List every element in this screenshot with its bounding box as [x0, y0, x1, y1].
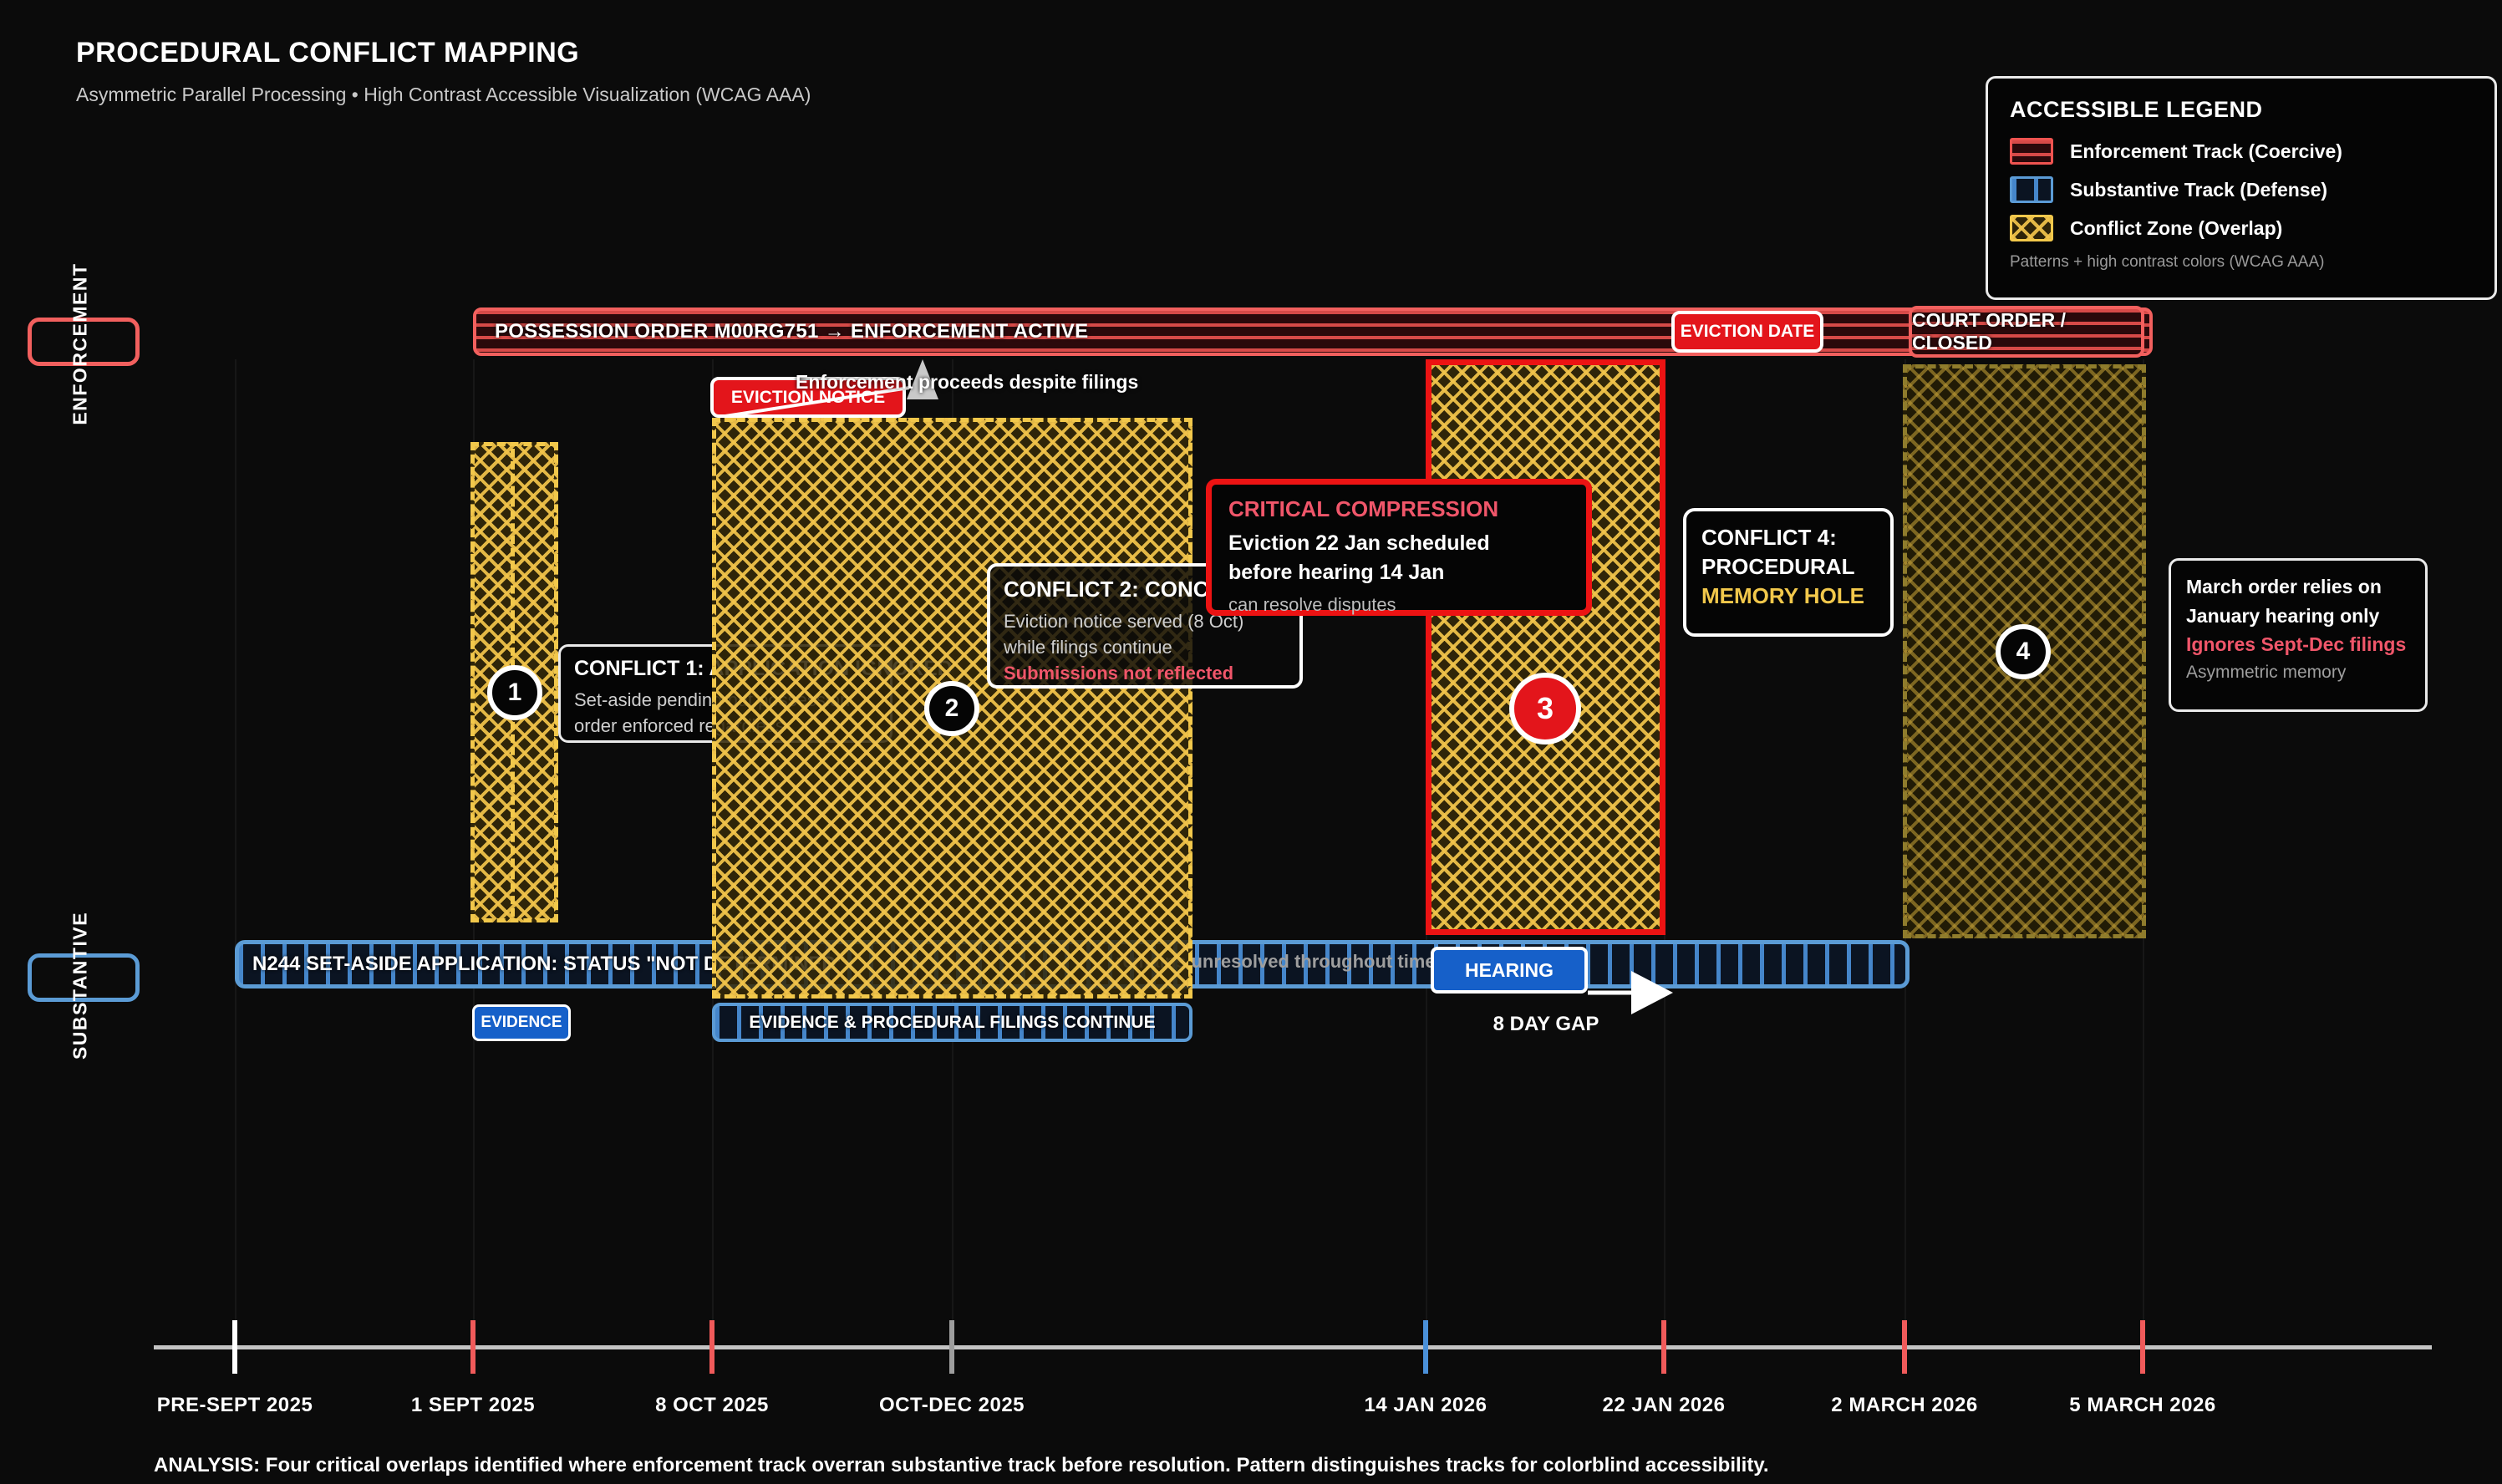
page-subtitle: Asymmetric Parallel Processing • High Co… — [76, 84, 811, 105]
filings-continue-label: EVIDENCE & PROCEDURAL FILINGS CONTINUE — [749, 1012, 1156, 1032]
timeline-tick — [1423, 1320, 1428, 1374]
accessible-legend: ACCESSIBLE LEGEND Enforcement Track (Coe… — [1986, 76, 2497, 300]
timeline-tick — [709, 1320, 714, 1374]
analysis-text: ANALYSIS: Four critical overlaps identif… — [154, 1454, 1769, 1476]
conflict-4-memory-hole-line: MEMORY HOLE — [1701, 583, 1865, 609]
enforcement-bar-label: POSSESSION ORDER M00RG751 → ENFORCEMENT … — [495, 320, 1089, 343]
timeline-tick-label: 22 JAN 2026 — [1602, 1394, 1726, 1416]
eviction-date-badge: EVICTION DATE — [1671, 311, 1823, 353]
evidence-badge: EVIDENCE — [472, 1004, 571, 1041]
evidence-label: EVIDENCE — [481, 1014, 562, 1031]
timeline-tick — [1902, 1320, 1907, 1374]
conflict-4-line: PROCEDURAL — [1701, 554, 1855, 580]
court-order-label: COURT ORDER / CLOSED — [1912, 309, 2066, 353]
critical-compression-title: CRITICAL COMPRESSION — [1228, 496, 1499, 521]
timeline-tick — [232, 1320, 237, 1374]
conflict-2-line: Eviction notice served (8 Oct) — [1004, 611, 1244, 632]
timeline-tick — [949, 1320, 954, 1374]
timeline-tick — [2140, 1320, 2145, 1374]
march-note-line: January hearing only — [2186, 604, 2380, 627]
timeline-tick — [1661, 1320, 1666, 1374]
critical-compression-line: before hearing 14 Jan — [1228, 561, 1445, 584]
substantive-axis-label: SUBSTANTIVE — [69, 911, 91, 1060]
timeline-tick-label: PRE-SEPT 2025 — [156, 1394, 313, 1416]
timeline-tick-label: 2 MARCH 2026 — [1831, 1394, 1978, 1416]
conflict-2-alert-line: Submissions not reflected — [1004, 662, 1234, 684]
legend-label: Substantive Track (Defense) — [2070, 178, 2328, 201]
timeline-tick-label: 5 MARCH 2026 — [2069, 1394, 2216, 1416]
page-title: PROCEDURAL CONFLICT MAPPING — [76, 37, 580, 69]
legend-item-substantive: Substantive Track (Defense) — [2010, 176, 2473, 203]
march-note-alert-line: Ignores Sept-Dec filings — [2186, 633, 2407, 655]
conflict-4-title: CONFLICT 4: — [1701, 525, 1837, 550]
enforcement-pattern-swatch — [2010, 138, 2053, 165]
conflict-4-number-badge: 4 — [1996, 624, 2051, 679]
critical-compression-annotation: CRITICAL COMPRESSION Eviction 22 Jan sch… — [1206, 479, 1592, 616]
conflict-3-number-badge: 3 — [1509, 673, 1581, 745]
court-order-closed-box: COURT ORDER / CLOSED — [1909, 306, 2144, 358]
timeline-tick-label: OCT-DEC 2025 — [878, 1394, 1025, 1416]
legend-footnote: Patterns + high contrast colors (WCAG AA… — [2010, 253, 2325, 271]
substantive-axis-frame — [28, 953, 140, 1002]
conflict-4-annotation: CONFLICT 4: PROCEDURAL MEMORY HOLE — [1683, 508, 1894, 637]
enforcement-proceeds-note: Enforcement proceeds despite filings — [796, 371, 1139, 393]
critical-compression-line: Eviction 22 Jan scheduled — [1228, 531, 1490, 555]
enforcement-axis-frame — [28, 318, 140, 366]
timeline-tick-label: 1 SEPT 2025 — [410, 1394, 536, 1416]
hearing-badge: HEARING — [1431, 947, 1588, 994]
legend-item-enforcement: Enforcement Track (Coercive) — [2010, 138, 2473, 165]
conflict-pattern-swatch — [2010, 215, 2053, 241]
conflict-2-number-badge: 2 — [924, 681, 979, 736]
conflict-1-number-badge: 1 — [487, 665, 542, 720]
legend-item-conflict: Conflict Zone (Overlap) — [2010, 215, 2473, 241]
conflict-zone-2 — [712, 418, 1193, 999]
hearing-label: HEARING — [1464, 958, 1554, 981]
conflict-zone-3 — [1426, 359, 1665, 935]
legend-label: Conflict Zone (Overlap) — [2070, 216, 2283, 239]
substantive-pattern-swatch — [2010, 176, 2053, 203]
gridline — [235, 359, 236, 1345]
march-note-line: March order relies on — [2186, 576, 2382, 597]
timeline-tick-label: 14 JAN 2026 — [1364, 1394, 1487, 1416]
conflict-2-line: while filings continue — [1004, 636, 1172, 658]
march-note-dim-line: Asymmetric memory — [2186, 662, 2347, 682]
eviction-date-label: EVICTION DATE — [1680, 322, 1815, 341]
eight-day-gap-label: 8 DAY GAP — [1493, 1013, 1599, 1035]
legend-label: Enforcement Track (Coercive) — [2070, 140, 2342, 162]
critical-compression-note: can resolve disputes — [1228, 594, 1396, 615]
enforcement-track-bar: POSSESSION ORDER M00RG751 → ENFORCEMENT … — [473, 307, 2153, 356]
march-order-annotation: March order relies on January hearing on… — [2169, 558, 2428, 712]
timeline-axis — [154, 1345, 2432, 1349]
timeline-tick — [470, 1320, 475, 1374]
filings-continue-strip: EVIDENCE & PROCEDURAL FILINGS CONTINUE — [712, 1003, 1193, 1042]
enforcement-axis-label: ENFORCEMENT — [69, 262, 91, 425]
legend-title: ACCESSIBLE LEGEND — [2010, 97, 2263, 122]
timeline-tick-label: 8 OCT 2025 — [655, 1394, 769, 1416]
